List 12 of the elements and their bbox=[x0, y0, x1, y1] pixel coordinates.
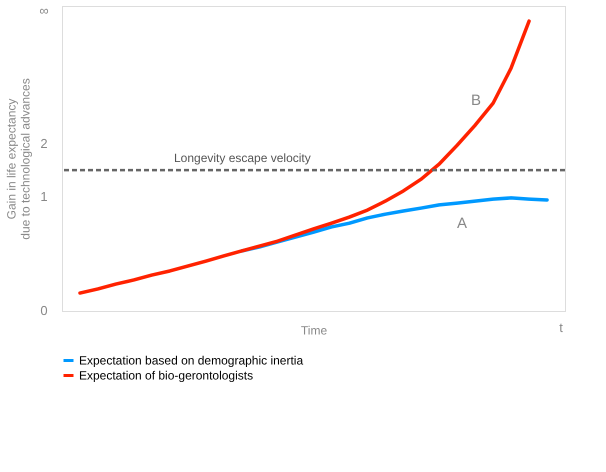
ref-line-label: Longevity escape velocity bbox=[174, 151, 311, 166]
legend-label: Expectation based on demographic inertia bbox=[79, 354, 304, 368]
y-axis-title: Gain in life expectancy due to technological advances bbox=[4, 78, 32, 240]
text: 0 bbox=[40, 303, 48, 318]
text: t bbox=[559, 320, 564, 335]
text: 1 bbox=[40, 189, 48, 204]
x-axis-title: Time bbox=[300, 324, 328, 338]
text: ∞ bbox=[39, 3, 49, 18]
annotation: B bbox=[470, 92, 482, 109]
annotation: A bbox=[456, 215, 468, 232]
legend-label: Expectation of bio-gerontologists bbox=[79, 368, 254, 382]
text: 2 bbox=[40, 136, 48, 151]
